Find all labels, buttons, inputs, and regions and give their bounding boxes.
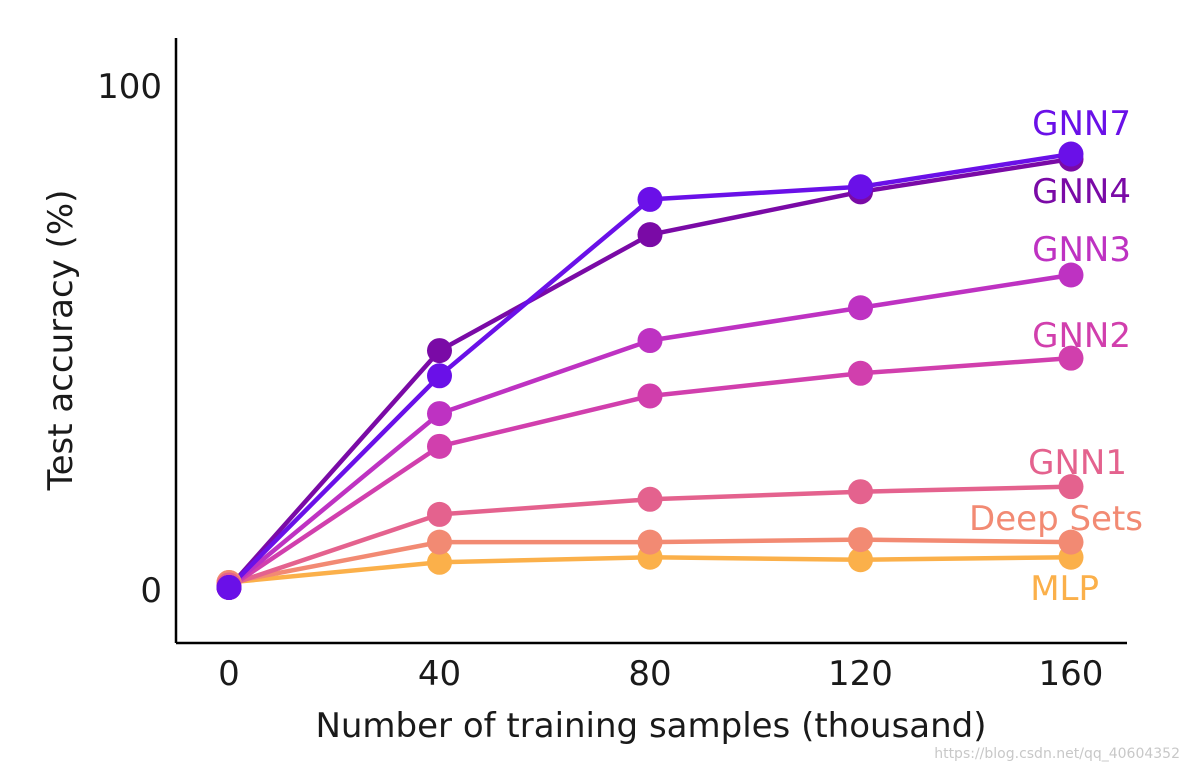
series-label-gnn7: GNN7 — [1032, 104, 1131, 144]
series-label-gnn1: GNN1 — [1028, 443, 1127, 483]
data-point-gnn1-80 — [637, 486, 663, 512]
data-point-gnn7-120 — [848, 174, 873, 200]
data-point-gnn1-160 — [1058, 474, 1084, 500]
data-point-mlp-120 — [848, 547, 873, 573]
data-point-deep-sets-120 — [848, 527, 873, 553]
data-point-gnn2-40 — [427, 433, 452, 459]
data-point-gnn1-120 — [848, 479, 873, 505]
data-point-deep-sets-40 — [427, 529, 452, 555]
watermark: https://blog.csdn.net/qq_40604352 — [934, 746, 1180, 762]
series-lines — [226, 151, 1074, 590]
data-point-mlp-40 — [427, 549, 452, 575]
data-point-deep-sets-160 — [1058, 529, 1084, 555]
x-tick-label-120: 120 — [828, 654, 893, 694]
series-label-gnn2: GNN2 — [1032, 316, 1131, 356]
data-point-deep-sets-80 — [637, 529, 663, 555]
y-tick-label-0: 0 — [140, 571, 162, 611]
data-point-gnn4-40 — [427, 338, 452, 364]
x-tick-label-160: 160 — [1039, 654, 1104, 694]
series-label-mlp: MLP — [1030, 569, 1099, 609]
data-point-gnn7-0 — [216, 574, 242, 600]
data-point-gnn2-80 — [637, 383, 663, 409]
axes — [174, 38, 1127, 645]
series-label-gnn3: GNN3 — [1032, 230, 1131, 270]
series-label-deep-sets: Deep Sets — [969, 499, 1143, 539]
data-point-gnn2-120 — [848, 360, 873, 386]
data-point-gnn1-40 — [427, 501, 452, 527]
series-label-gnn4: GNN4 — [1032, 172, 1131, 212]
series-labels: GNN7 GNN4 GNN3 GNN2 GNN1 Deep Sets MLP — [969, 104, 1143, 609]
x-tick-label-0: 0 — [218, 654, 240, 694]
y-axis-title: Test accuracy (%) — [41, 190, 81, 492]
data-point-gnn3-120 — [848, 295, 873, 321]
x-tick-label-80: 80 — [628, 654, 671, 694]
data-point-gnn3-160 — [1058, 262, 1084, 288]
series-line-gnn7 — [226, 151, 1074, 590]
x-tick-labels: 0 40 80 120 160 — [218, 654, 1103, 694]
data-point-gnn4-80 — [637, 222, 663, 248]
x-axis-title: Number of training samples (thousand) — [315, 706, 986, 746]
data-point-gnn3-80 — [637, 328, 663, 354]
y-tick-labels: 0 100 — [97, 67, 162, 611]
series-points — [216, 141, 1084, 600]
x-tick-label-40: 40 — [418, 654, 461, 694]
data-point-gnn3-40 — [427, 401, 452, 427]
data-point-gnn7-160 — [1058, 141, 1084, 167]
data-point-gnn2-160 — [1058, 345, 1084, 371]
data-point-gnn7-40 — [427, 363, 452, 389]
y-tick-label-100: 100 — [97, 67, 162, 107]
data-point-gnn7-80 — [637, 186, 663, 212]
